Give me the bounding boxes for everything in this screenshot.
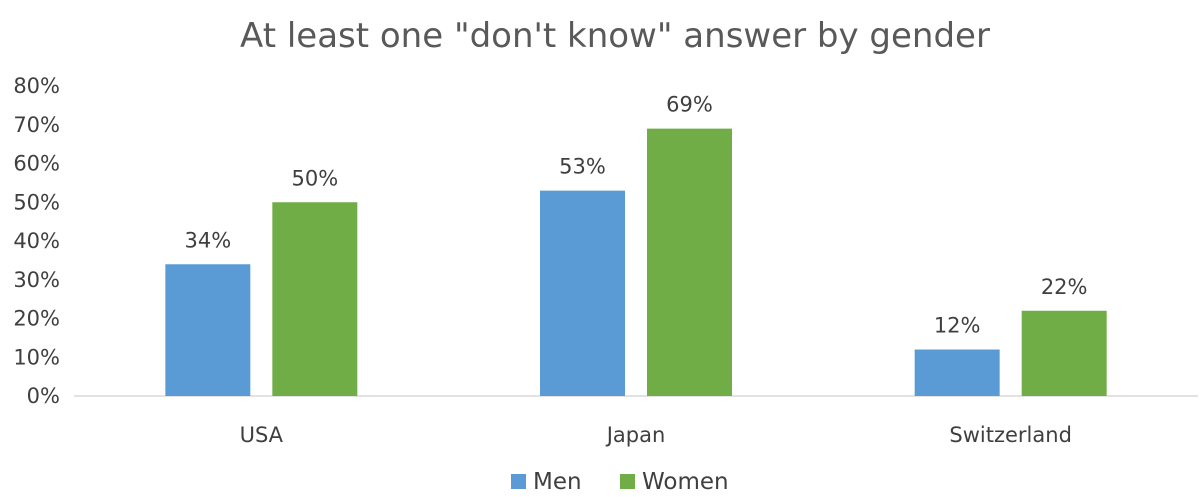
bar-women-japan xyxy=(647,128,732,396)
y-tick-label: 0% xyxy=(27,384,60,408)
data-label-men-usa: 34% xyxy=(184,228,231,252)
y-tick-label: 60% xyxy=(13,152,60,176)
y-tick-label: 20% xyxy=(13,307,60,331)
bars xyxy=(165,128,1107,396)
y-axis: 0% 10% 20% 30% 40% 50% 60% 70% 80% xyxy=(13,74,60,408)
legend: Men Women xyxy=(511,469,729,495)
value-labels: 34% 50% 53% 69% 12% 22% xyxy=(184,93,1087,338)
data-label-men-switzerland: 12% xyxy=(934,314,981,338)
x-category-label: USA xyxy=(240,423,284,447)
data-label-women-japan: 69% xyxy=(666,93,713,117)
y-tick-label: 70% xyxy=(13,113,60,137)
data-label-men-japan: 53% xyxy=(559,155,606,179)
y-tick-label: 30% xyxy=(13,268,60,292)
chart-title: At least one "don't know" answer by gend… xyxy=(240,16,990,56)
legend-label-women: Women xyxy=(642,469,729,495)
legend-label-men: Men xyxy=(533,469,582,495)
data-label-women-usa: 50% xyxy=(291,166,338,190)
y-tick-label: 40% xyxy=(13,229,60,253)
legend-swatch-women xyxy=(620,474,635,489)
bar-women-switzerland xyxy=(1021,310,1107,396)
bar-men-switzerland xyxy=(914,349,1000,396)
bar-women-usa xyxy=(272,202,358,396)
data-label-women-switzerland: 22% xyxy=(1041,275,1088,299)
y-tick-label: 80% xyxy=(13,74,60,98)
x-axis-categories: USA Japan Switzerland xyxy=(240,423,1072,447)
y-tick-label: 10% xyxy=(13,345,60,369)
bar-men-usa xyxy=(165,264,251,396)
bar-men-japan xyxy=(540,190,625,396)
y-tick-label: 50% xyxy=(13,190,60,214)
x-category-label: Japan xyxy=(605,423,666,447)
x-category-label: Switzerland xyxy=(949,423,1072,447)
legend-swatch-men xyxy=(511,474,526,489)
